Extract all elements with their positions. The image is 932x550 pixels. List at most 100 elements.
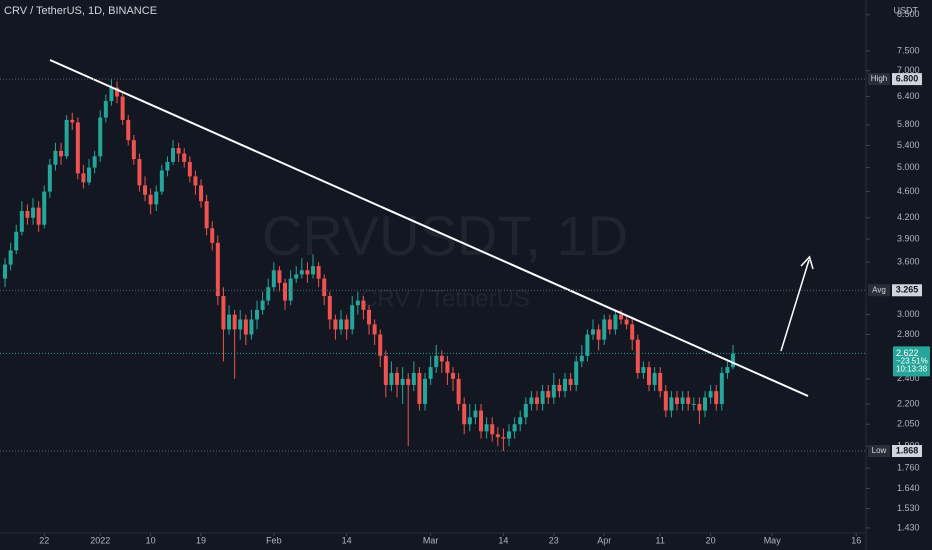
candle-body — [120, 96, 125, 120]
candle-body — [8, 250, 13, 265]
arrow — [780, 259, 810, 352]
candle-body — [322, 278, 327, 297]
candle-body — [243, 319, 248, 335]
candle-body — [529, 397, 534, 404]
marker-label: Low — [872, 446, 887, 455]
trend-line — [49, 59, 809, 397]
candle-body — [64, 119, 69, 157]
candle-body — [675, 397, 680, 404]
candle-body — [249, 319, 254, 335]
chart-title: CRV / TetherUS, 1D, BINANCE — [4, 5, 157, 17]
candle-body — [193, 176, 198, 186]
y-tick-label: 5.400 — [897, 140, 920, 150]
candle-body — [400, 378, 405, 385]
candle-body — [591, 329, 596, 335]
x-tick-label: 23 — [549, 535, 559, 545]
candle-body — [423, 378, 428, 404]
candle-body — [70, 119, 75, 123]
candle-body — [333, 319, 338, 330]
candle-body — [316, 266, 321, 279]
candle-body — [255, 309, 260, 320]
y-tick-label: 4.200 — [897, 212, 920, 222]
y-tick-label: 2.400 — [897, 373, 920, 383]
candle-body — [187, 161, 192, 177]
marker-label-box — [868, 445, 890, 458]
candle-body — [630, 324, 635, 340]
candle-body — [428, 367, 433, 379]
arrow-head — [800, 255, 814, 270]
candle-body — [299, 270, 304, 275]
candle-body — [462, 403, 467, 425]
candle-body — [126, 119, 131, 141]
marker-value-box — [892, 445, 922, 458]
candle-body — [339, 319, 344, 330]
x-tick-label: 10 — [146, 535, 156, 545]
candle-body — [47, 164, 52, 192]
marker-label: High — [871, 74, 887, 83]
marker-value: 3.265 — [896, 285, 919, 295]
candle-body — [131, 140, 136, 160]
candle-body — [344, 319, 349, 330]
candle-body — [596, 329, 601, 340]
plot — [3, 79, 736, 452]
candle-body — [714, 391, 719, 404]
candle-body — [232, 314, 237, 330]
candle-body — [568, 378, 573, 385]
marker-value: 6.800 — [896, 73, 919, 83]
candle-body — [154, 191, 159, 205]
x-tick-label: 14 — [342, 535, 352, 545]
candle-body — [182, 153, 187, 162]
x-tick-label: Feb — [266, 535, 282, 545]
candle-body — [98, 117, 103, 157]
candle-body — [501, 437, 506, 439]
candle-body — [109, 87, 114, 102]
candle-body — [238, 319, 243, 330]
candle-body — [691, 403, 696, 405]
candle-body — [663, 391, 668, 411]
candle-body — [87, 167, 92, 183]
x-tick-label: 2022 — [90, 535, 110, 545]
x-tick-label: Mar — [423, 535, 439, 545]
candle-body — [686, 397, 691, 404]
candle-body — [378, 334, 383, 356]
candle-body — [658, 372, 663, 392]
candle-body — [53, 150, 58, 165]
y-tick-label: 7.500 — [897, 45, 920, 55]
candle-body — [165, 161, 170, 171]
y-tick-label: 6.400 — [897, 91, 920, 101]
y-tick-label: 5.000 — [897, 162, 920, 172]
candle-body — [42, 191, 47, 225]
candle-body — [171, 148, 176, 162]
candle-body — [36, 207, 41, 225]
marker-label: Avg — [872, 285, 886, 294]
candle-body — [652, 372, 657, 385]
candle-body — [271, 270, 276, 288]
candle-body — [456, 378, 461, 404]
candle-body — [518, 417, 523, 425]
marker-value-box — [892, 73, 922, 86]
y-tick-label: 2.200 — [897, 398, 920, 408]
candle-body — [579, 355, 584, 362]
y-tick-label: 2.050 — [897, 419, 920, 429]
candle-body — [389, 372, 394, 385]
marker-label-box — [868, 284, 890, 297]
candle-body — [383, 355, 388, 385]
candle-body — [367, 309, 372, 325]
x-tick-label: 16 — [851, 535, 861, 545]
candle-body — [467, 417, 472, 425]
marker-label-box — [868, 73, 890, 86]
x-tick-label: 14 — [498, 535, 508, 545]
candle-body — [434, 355, 439, 368]
marker-value: 1.868 — [896, 445, 919, 455]
candle-body — [563, 378, 568, 392]
candle-body — [607, 319, 612, 330]
candle-body — [75, 122, 80, 174]
candle-body — [395, 372, 400, 385]
candle-body — [557, 384, 562, 392]
x-tick-label: Apr — [597, 535, 611, 545]
y-tick-label: 1.760 — [897, 463, 920, 473]
y-tick-label: 3.600 — [897, 257, 920, 267]
candle-body — [260, 300, 265, 310]
candle-body — [479, 410, 484, 432]
